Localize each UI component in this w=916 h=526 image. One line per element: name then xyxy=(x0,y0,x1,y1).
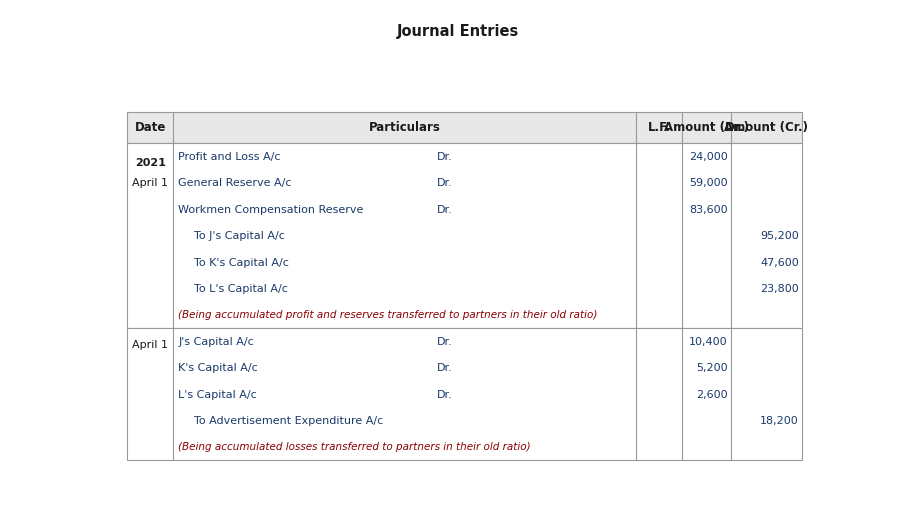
Text: Dr.: Dr. xyxy=(437,178,453,188)
Text: 2,600: 2,600 xyxy=(696,390,728,400)
Text: To Advertisement Expenditure A/c: To Advertisement Expenditure A/c xyxy=(194,416,383,426)
Text: L's Capital A/c: L's Capital A/c xyxy=(179,390,257,400)
Text: To J's Capital A/c: To J's Capital A/c xyxy=(194,231,285,241)
Text: J's Capital A/c: J's Capital A/c xyxy=(179,337,254,347)
Bar xyxy=(127,328,802,460)
Text: April 1: April 1 xyxy=(132,178,169,188)
Text: 10,400: 10,400 xyxy=(689,337,728,347)
Text: April 1: April 1 xyxy=(132,340,169,350)
Text: (Being accumulated losses transferred to partners in their old ratio): (Being accumulated losses transferred to… xyxy=(179,442,531,452)
Text: Dr.: Dr. xyxy=(437,337,453,347)
Text: Dr.: Dr. xyxy=(437,152,453,162)
Text: Dr.: Dr. xyxy=(437,390,453,400)
Text: 95,200: 95,200 xyxy=(760,231,799,241)
Text: 18,200: 18,200 xyxy=(760,416,799,426)
Text: Dr.: Dr. xyxy=(437,363,453,373)
Text: Particulars: Particulars xyxy=(369,121,441,134)
Text: General Reserve A/c: General Reserve A/c xyxy=(179,178,292,188)
Text: To K's Capital A/c: To K's Capital A/c xyxy=(194,258,289,268)
Text: Amount (Dr.): Amount (Dr.) xyxy=(664,121,749,134)
Text: 83,600: 83,600 xyxy=(689,205,728,215)
Text: 24,000: 24,000 xyxy=(689,152,728,162)
Text: Workmen Compensation Reserve: Workmen Compensation Reserve xyxy=(179,205,364,215)
Bar xyxy=(127,112,802,143)
Text: Amount (Cr.): Amount (Cr.) xyxy=(725,121,808,134)
Text: (Being accumulated profit and reserves transferred to partners in their old rati: (Being accumulated profit and reserves t… xyxy=(179,310,598,320)
Text: Profit and Loss A/c: Profit and Loss A/c xyxy=(179,152,281,162)
Text: 47,600: 47,600 xyxy=(760,258,799,268)
Text: 2021: 2021 xyxy=(135,158,166,168)
Text: 23,800: 23,800 xyxy=(760,284,799,294)
Text: Dr.: Dr. xyxy=(437,205,453,215)
Text: L.F.: L.F. xyxy=(648,121,671,134)
Bar xyxy=(127,143,802,328)
Text: 59,000: 59,000 xyxy=(689,178,728,188)
Text: Date: Date xyxy=(135,121,166,134)
Text: Journal Entries: Journal Entries xyxy=(397,24,519,39)
Text: To L's Capital A/c: To L's Capital A/c xyxy=(194,284,288,294)
Text: K's Capital A/c: K's Capital A/c xyxy=(179,363,258,373)
Text: 5,200: 5,200 xyxy=(696,363,728,373)
